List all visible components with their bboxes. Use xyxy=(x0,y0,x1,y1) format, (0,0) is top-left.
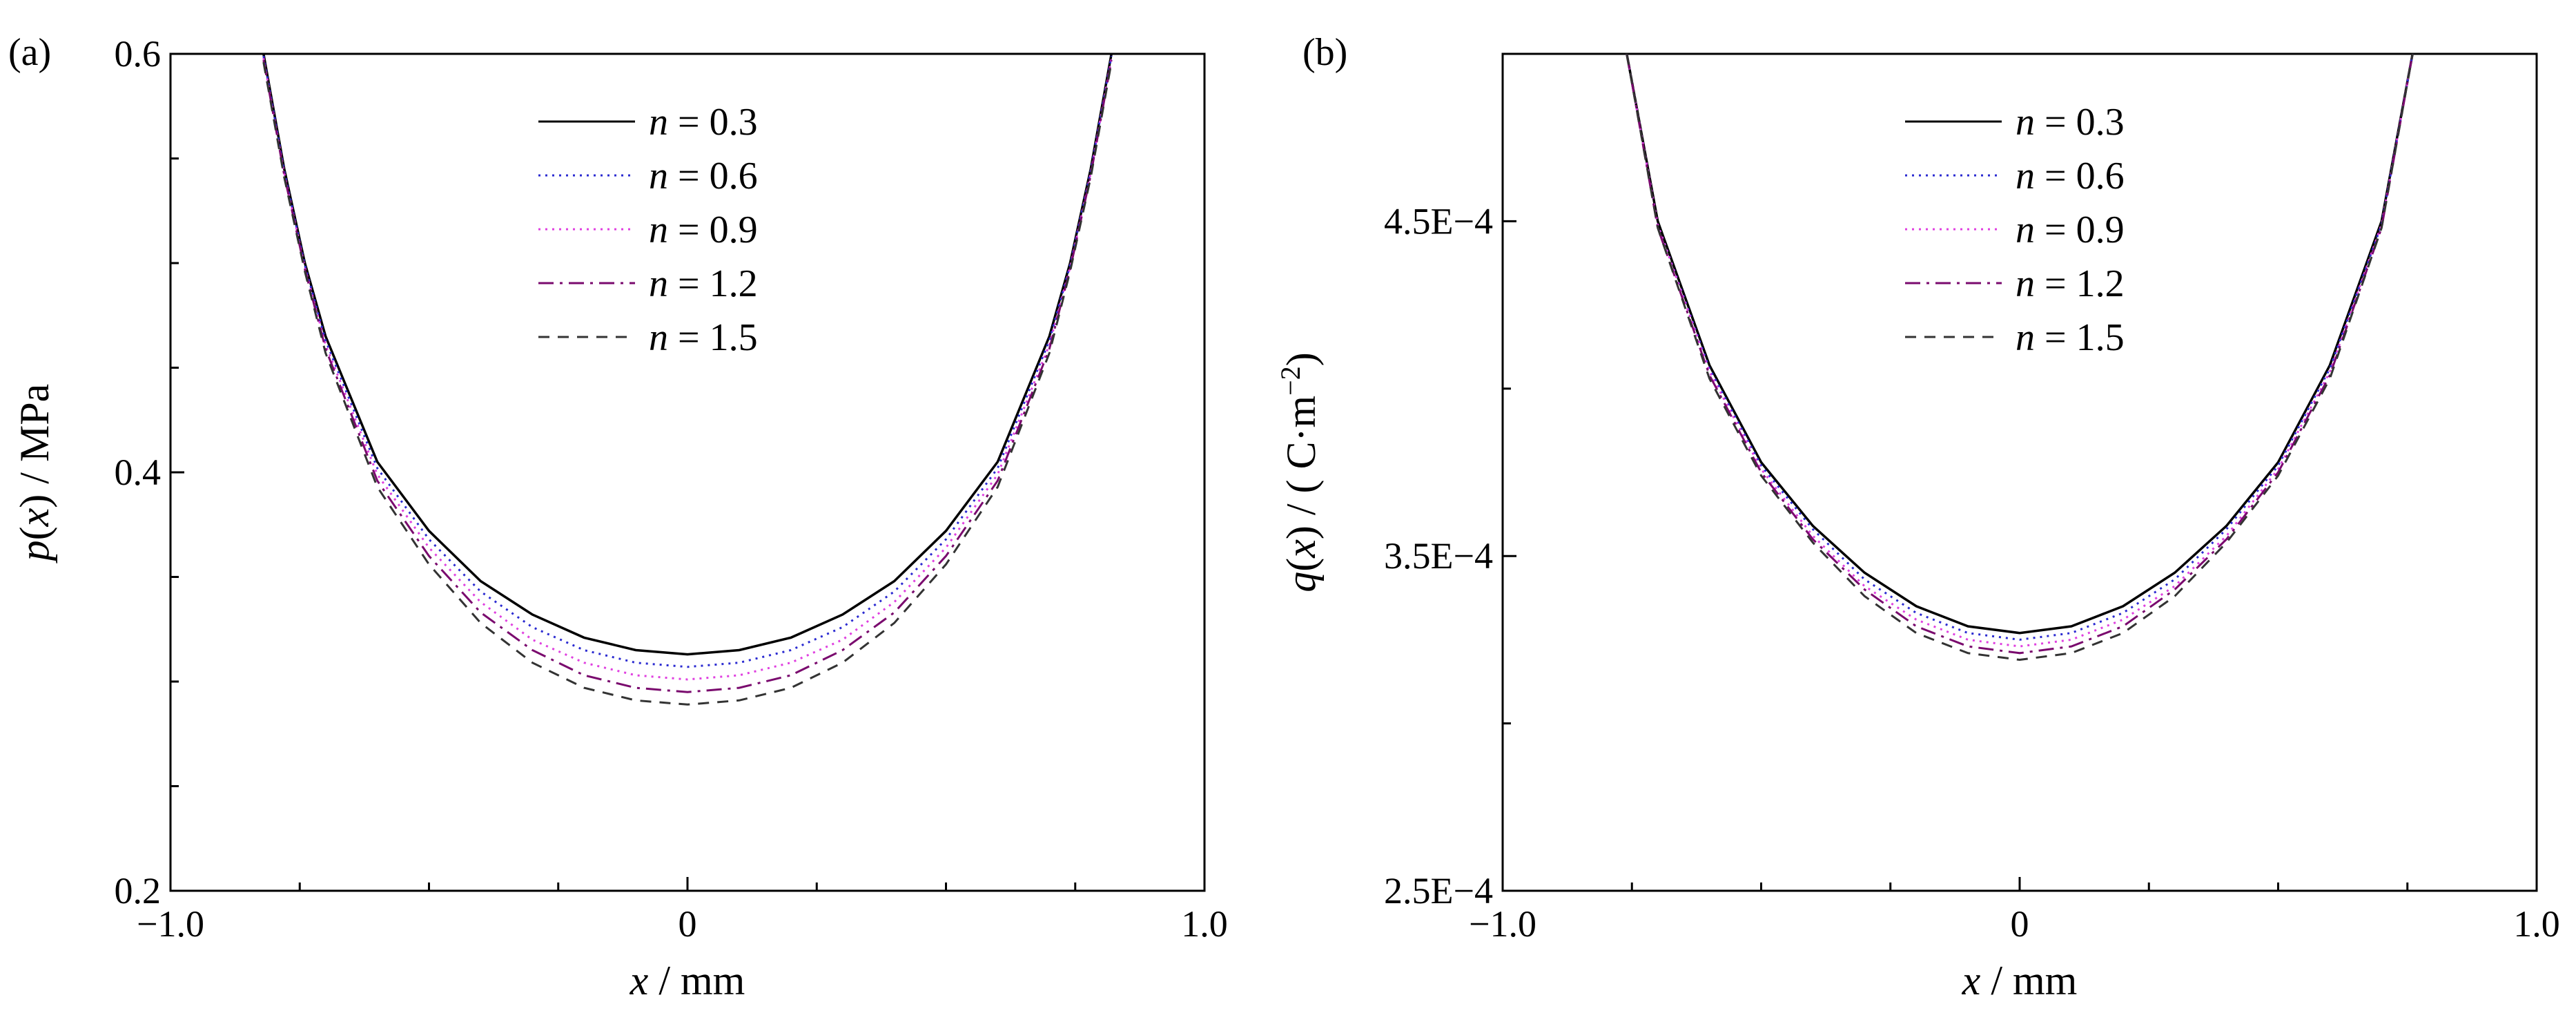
y-tick-label: 3.5E−4 xyxy=(1384,535,1493,577)
series-line xyxy=(1626,54,2414,662)
legend-label: n = 1.2 xyxy=(649,262,758,305)
legend-label: n = 0.6 xyxy=(649,155,758,197)
x-tick-label: 1.0 xyxy=(1181,903,1228,945)
series-line xyxy=(262,61,1113,706)
y-axis-label: q(x) / ( C·m−2) xyxy=(1275,352,1324,592)
x-axis-label: x / mm xyxy=(630,958,745,1003)
y-axis-label: p(x) / MPa xyxy=(12,384,57,564)
legend-label: n = 0.3 xyxy=(649,101,758,144)
panel-label: (a) xyxy=(8,31,51,74)
series-line xyxy=(1626,54,2414,641)
x-tick-label: −1.0 xyxy=(137,903,204,945)
series-line xyxy=(262,54,1113,656)
y-tick-label: 0.6 xyxy=(115,33,162,75)
x-tick-label: 1.0 xyxy=(2513,903,2560,945)
legend-label: n = 0.9 xyxy=(649,209,758,251)
series-line xyxy=(1626,54,2414,655)
x-axis-label: x / mm xyxy=(1962,958,2078,1003)
series-line xyxy=(262,57,1113,681)
series-line xyxy=(262,55,1113,668)
panel-label: (b) xyxy=(1302,31,1347,74)
y-tick-label: 0.4 xyxy=(115,452,162,493)
panel-b: −1.0 0 1.0 2.5E−4 3.5E−4 4.5E−4 (b) x / mm q(x) … xyxy=(1275,31,2560,1003)
legend-label: n = 1.5 xyxy=(2016,316,2125,359)
legend-label: n = 0.9 xyxy=(2016,209,2125,251)
legend-label: n = 1.2 xyxy=(2016,262,2125,305)
y-tick-label: 0.2 xyxy=(115,870,162,911)
y-tick-label: 4.5E−4 xyxy=(1384,200,1493,242)
series-line xyxy=(1626,54,2414,635)
legend-label: n = 0.6 xyxy=(2016,155,2125,197)
series-line xyxy=(262,59,1113,693)
legend-label: n = 0.3 xyxy=(2016,101,2125,144)
y-tick-label: 2.5E−4 xyxy=(1384,870,1493,911)
x-tick-label: −1.0 xyxy=(1469,903,1536,945)
x-tick-label: 0 xyxy=(679,903,697,945)
legend-label: n = 1.5 xyxy=(649,316,758,359)
panel-a: −1.0 0 1.0 0.2 0.4 0.6 (a) x / mm p(x) / MPa n = … xyxy=(8,31,1228,1003)
x-tick-label: 0 xyxy=(2011,903,2029,945)
